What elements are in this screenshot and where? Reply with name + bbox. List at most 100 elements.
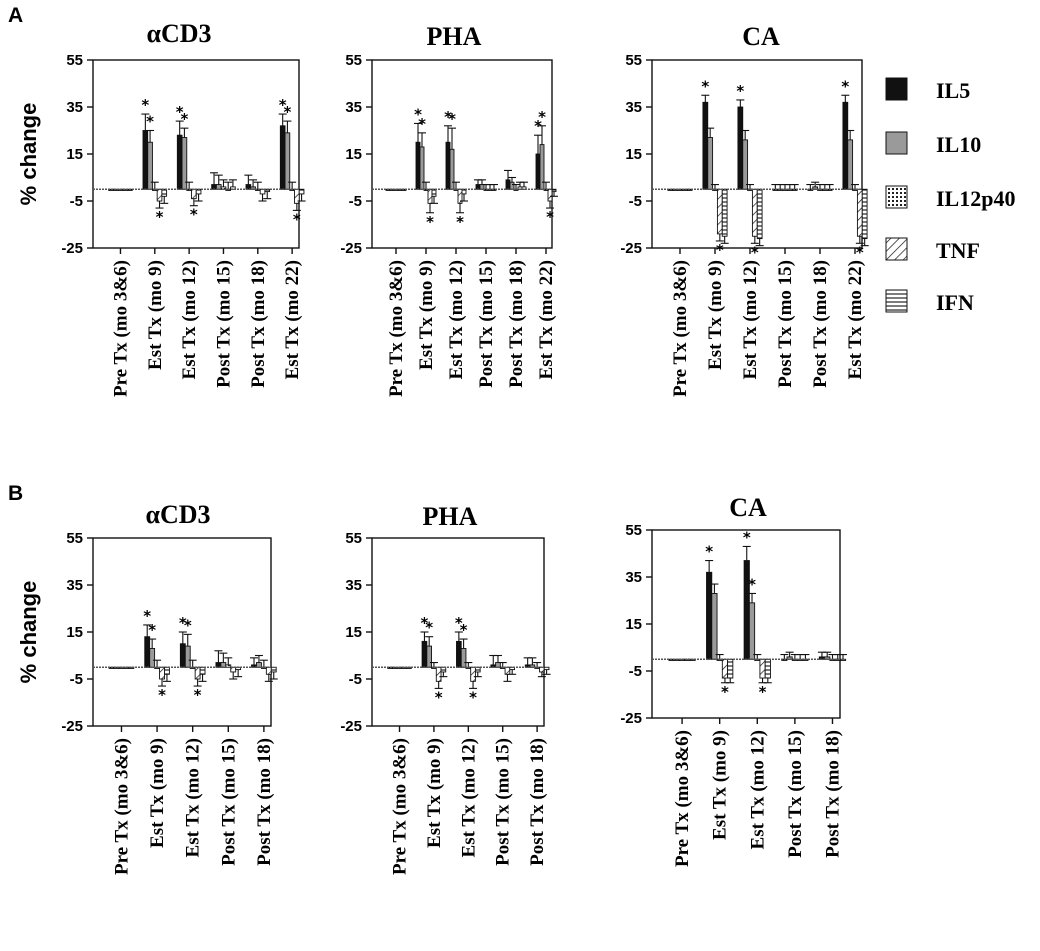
bar-il10 bbox=[181, 137, 188, 190]
bar-tnf bbox=[427, 188, 433, 204]
bar-il5 bbox=[842, 101, 849, 190]
y-tick-label: 15 bbox=[66, 146, 83, 163]
legend-swatch-il5 bbox=[885, 77, 908, 101]
category-label: Est Tx (mo 12) bbox=[740, 260, 761, 379]
category-label: Post Tx (mo 15) bbox=[476, 260, 497, 388]
significance-star: * bbox=[759, 683, 767, 701]
significance-star: * bbox=[435, 688, 443, 706]
y-tick-label: 55 bbox=[625, 52, 642, 69]
significance-star: * bbox=[701, 77, 709, 95]
category-label: Pre Tx (mo 3&6) bbox=[386, 260, 407, 397]
significance-star: * bbox=[534, 117, 542, 135]
bar-il10 bbox=[742, 139, 749, 190]
bar-il10 bbox=[460, 648, 467, 668]
bar-tnf bbox=[716, 188, 723, 235]
bar-il5 bbox=[144, 636, 151, 668]
significance-star: * bbox=[180, 110, 188, 128]
significance-star: * bbox=[743, 528, 751, 546]
bar-il5 bbox=[445, 141, 451, 190]
significance-star: * bbox=[448, 110, 456, 128]
bar-tnf bbox=[470, 666, 476, 682]
category-label: Pre Tx (mo 3&6) bbox=[672, 730, 693, 867]
category-label: Post Tx (mo 15) bbox=[213, 260, 234, 388]
y-tick-label: 35 bbox=[625, 569, 642, 586]
y-tick-label: 55 bbox=[66, 52, 83, 69]
category-label: Post Tx (mo 15) bbox=[218, 738, 239, 866]
bar-tnf bbox=[191, 188, 197, 200]
category-label: Est Tx (mo 9) bbox=[416, 260, 437, 370]
y-tick-label: -25 bbox=[61, 240, 83, 257]
category-label: Est Tx (mo 12) bbox=[183, 738, 204, 857]
significance-star: * bbox=[456, 213, 464, 231]
chart-title: PHA bbox=[427, 22, 482, 51]
category-label: Est Tx (mo 9) bbox=[145, 260, 166, 370]
category-label: Post Tx (mo 15) bbox=[775, 260, 796, 388]
chart-b-acd3: αCD3 55 35 15 -5 -25 % change Pre Tx (mo 3&6) Es… bbox=[16, 500, 278, 875]
panel-letter-b: B bbox=[8, 482, 23, 505]
bar-ifn bbox=[727, 658, 734, 679]
legend-swatch-il10 bbox=[885, 131, 908, 155]
y-tick-label: 55 bbox=[625, 522, 642, 539]
significance-star: * bbox=[179, 614, 187, 632]
category-label: Est Tx (mo 12) bbox=[747, 730, 768, 849]
category-label: Post Tx (mo 18) bbox=[822, 730, 843, 858]
y-tick-label: -25 bbox=[340, 718, 362, 735]
bar-il10 bbox=[711, 593, 718, 660]
chart-title: CA bbox=[729, 493, 767, 522]
bar-tnf bbox=[265, 666, 272, 675]
significance-star: * bbox=[546, 208, 554, 226]
bar-il10 bbox=[748, 602, 756, 660]
y-axis-label: % change bbox=[16, 103, 41, 206]
bar-tnf bbox=[159, 666, 165, 680]
significance-star: * bbox=[705, 543, 713, 561]
significance-star: * bbox=[460, 621, 468, 639]
bar-ifn bbox=[298, 188, 305, 195]
bar-il5 bbox=[456, 640, 462, 668]
bar-il5 bbox=[706, 571, 713, 660]
significance-star: * bbox=[141, 96, 149, 114]
y-axis-label: % change bbox=[16, 581, 41, 684]
bar-tnf bbox=[751, 188, 758, 237]
y-tick-label: -25 bbox=[620, 710, 642, 727]
category-label: Est Tx (mo 9) bbox=[424, 738, 445, 848]
chart-a-acd3: αCD3 55 35 15 -5 -25 % change Pre Tx (mo 3&6) Es… bbox=[16, 19, 306, 397]
category-label: Pre Tx (mo 3&6) bbox=[670, 260, 691, 397]
bar-il5 bbox=[176, 134, 183, 190]
bar-il5 bbox=[142, 130, 149, 190]
significance-star: * bbox=[444, 108, 452, 126]
significance-star: * bbox=[279, 96, 287, 114]
significance-star: * bbox=[283, 103, 291, 121]
significance-star: * bbox=[194, 686, 202, 704]
legend-label-il5: IL5 bbox=[936, 78, 970, 103]
significance-star: * bbox=[148, 621, 156, 639]
y-tick-label: 35 bbox=[625, 99, 642, 116]
bar-ifn bbox=[551, 188, 557, 193]
y-tick-label: -5 bbox=[629, 193, 642, 210]
legend: IL5 IL10 IL12p40 TNF IFN bbox=[885, 77, 1015, 315]
bar-il5 bbox=[737, 106, 744, 190]
y-tick-label: 15 bbox=[625, 616, 642, 633]
significance-star: * bbox=[455, 614, 463, 632]
y-tick-label: -25 bbox=[340, 240, 362, 257]
legend-label-ifn: IFN bbox=[936, 290, 974, 315]
category-label: Est Tx (mo 22) bbox=[282, 260, 303, 379]
panel-letter-a: A bbox=[8, 4, 23, 27]
y-tick-label: 35 bbox=[345, 577, 362, 594]
legend-swatch-ifn bbox=[885, 289, 908, 313]
bar-il10 bbox=[149, 648, 156, 668]
category-label: Pre Tx (mo 3&6) bbox=[390, 738, 411, 875]
significance-star: * bbox=[421, 614, 429, 632]
bar-il5 bbox=[421, 640, 428, 668]
bar-ifn bbox=[164, 666, 170, 675]
bar-il10 bbox=[419, 146, 425, 190]
category-label: Post Tx (mo 15) bbox=[785, 730, 806, 858]
category-label: Pre Tx (mo 3&6) bbox=[110, 260, 131, 397]
significance-star: * bbox=[538, 108, 546, 126]
category-label: Post Tx (mo 18) bbox=[810, 260, 831, 388]
bar-il10 bbox=[707, 137, 714, 190]
significance-star: * bbox=[748, 575, 756, 593]
legend-label-il12p40: IL12p40 bbox=[936, 186, 1015, 211]
legend-swatch-il12p40 bbox=[885, 185, 908, 209]
significance-star: * bbox=[414, 105, 422, 123]
